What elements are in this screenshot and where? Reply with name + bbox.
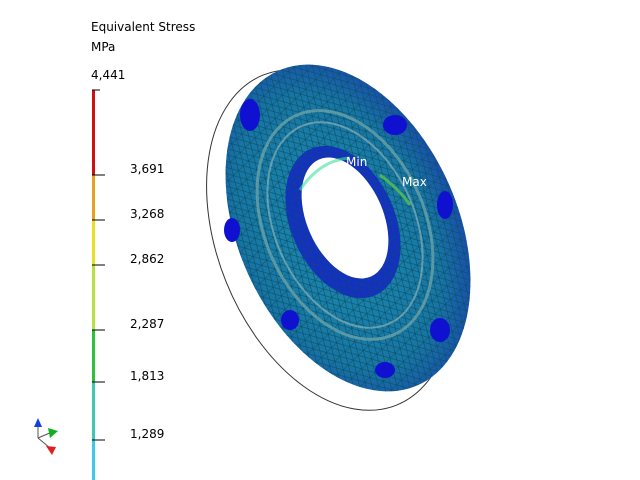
max-marker: Max [402,175,427,189]
color-band [92,175,95,220]
color-bar [92,89,100,480]
color-band [92,440,95,480]
min-marker: Min [346,155,367,169]
model [206,64,471,411]
color-band [92,90,95,175]
view-triad [34,418,58,455]
legend-title: Equivalent Stress [91,20,195,34]
legend-unit: MPa [91,40,115,54]
color-band [92,382,95,440]
legend-ticks: 3,691 3,268 2,862 2,287 1,813 1,289 [92,162,164,441]
legend-label: 2,287 [130,317,164,331]
legend-max-label: 4,441 [91,68,125,82]
color-band [92,220,95,265]
legend-label: 3,268 [130,207,164,221]
legend-label: 1,289 [130,427,164,441]
legend-label: 3,691 [130,162,164,176]
color-band [92,265,95,330]
legend-label: 1,813 [130,369,164,383]
legend-label: 2,862 [130,252,164,266]
color-band [92,330,95,382]
